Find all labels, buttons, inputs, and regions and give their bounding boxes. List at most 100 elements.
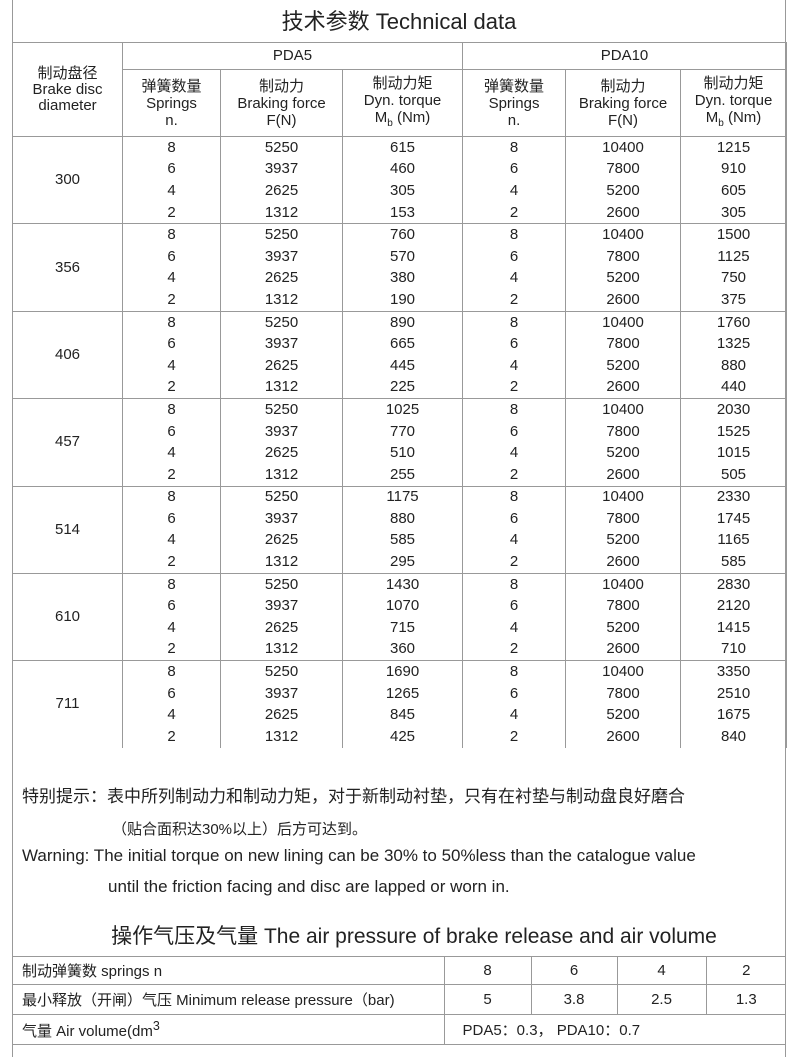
data-cell: 1312 [220, 289, 343, 312]
data-cell: 840 [680, 726, 788, 748]
data-cell: 2600 [565, 551, 682, 574]
data-cell: 1745 [680, 508, 788, 530]
header-diameter: 制动盘径 Brake disc diameter [12, 42, 123, 137]
data-cell: 4 [122, 354, 221, 377]
data-cell: 1265 [341, 682, 464, 705]
data-cell: 4 [462, 442, 567, 464]
data-cell: 585 [341, 529, 464, 552]
note-cn-2: （贴合面积达30%以上）后方可达到。 [112, 821, 368, 838]
diameter-cell: 406 [12, 310, 123, 399]
data-cell: 6 [462, 508, 567, 530]
data-cell: 2 [462, 201, 567, 224]
data-cell: 910 [680, 158, 788, 181]
diameter-cell: 514 [12, 485, 123, 574]
data-cell: 3937 [220, 682, 343, 705]
table-row: 711 8 5250 1690 8 10400 3350 [12, 660, 788, 748]
data-cell: 570 [341, 245, 464, 268]
table-row: 2 1312 425 2 2600 840 [13, 726, 788, 748]
data-cell: 7800 [565, 508, 682, 530]
data-cell: 3937 [220, 333, 343, 355]
data-cell: 5250 [220, 572, 343, 596]
data-cell: 2625 [220, 704, 343, 727]
data-cell: 4 [122, 180, 221, 202]
table-row: 2 1312 255 2 2600 505 [13, 463, 788, 486]
pressure-label: 最小释放（开闸）气压 Minimum release pressure（bar) [12, 984, 444, 1015]
data-cell: 7800 [565, 595, 682, 618]
data-cell: 4 [122, 617, 221, 639]
table-row: 6 3937 460 6 7800 910 [13, 158, 788, 181]
data-cell: 1690 [341, 660, 464, 683]
data-cell: 1312 [220, 551, 343, 574]
technical-data-table: 制动盘径 Brake disc diameter PDA5 PDA10 弹簧数量 Sp… [12, 42, 788, 748]
table-row: 4 2625 585 4 5200 1165 [13, 529, 788, 552]
data-cell: 1500 [680, 223, 788, 246]
data-cell: 5200 [565, 704, 682, 727]
data-cell: 2625 [220, 442, 343, 464]
springs-value: 8 [443, 956, 531, 985]
data-cell: 5250 [220, 223, 343, 246]
data-cell: 1415 [680, 617, 788, 639]
data-cell: 190 [341, 289, 464, 312]
diameter-cell: 457 [12, 398, 123, 486]
data-cell: 2 [462, 551, 567, 574]
data-cell: 4 [122, 267, 221, 290]
data-cell: 6 [122, 245, 221, 268]
data-cell: 2 [122, 201, 221, 224]
data-cell: 8 [462, 485, 567, 509]
data-cell: 153 [341, 201, 464, 224]
data-cell: 2 [122, 726, 221, 748]
data-cell: 6 [462, 333, 567, 355]
data-cell: 2625 [220, 617, 343, 639]
header-pda10: PDA10 [462, 42, 788, 70]
data-cell: 4 [122, 442, 221, 464]
data-cell: 8 [462, 223, 567, 246]
data-cell: 2600 [565, 201, 682, 224]
data-cell: 10400 [565, 135, 682, 159]
header-torque: 制动力矩 Dyn. torque Mb (Nm) [680, 69, 788, 137]
data-cell: 2 [122, 463, 221, 486]
data-cell: 3937 [220, 420, 343, 443]
data-cell: 1312 [220, 638, 343, 661]
data-cell: 8 [122, 485, 221, 509]
data-cell: 7800 [565, 333, 682, 355]
data-cell: 2625 [220, 180, 343, 202]
data-cell: 1312 [220, 201, 343, 224]
data-cell: 1175 [341, 485, 464, 509]
data-cell: 460 [341, 158, 464, 181]
header-force: 制动力 Braking force F(N) [220, 69, 343, 137]
data-cell: 305 [680, 201, 788, 224]
data-cell: 445 [341, 354, 464, 377]
data-cell: 6 [462, 158, 567, 181]
data-cell: 6 [122, 682, 221, 705]
table-row: 300 8 5250 615 8 10400 1215 [12, 135, 788, 224]
table-row: 6 3937 880 6 7800 1745 [13, 508, 788, 530]
data-cell: 1312 [220, 726, 343, 748]
table-row: 2 1312 360 2 2600 710 [13, 638, 788, 661]
data-cell: 2 [462, 376, 567, 399]
data-cell: 1312 [220, 463, 343, 486]
table-row: 406 8 5250 890 8 10400 1760 [12, 310, 788, 399]
data-cell: 2 [462, 463, 567, 486]
note-cn-1: 特别提示：表中所列制动力和制动力矩，对于新制动衬垫，只有在衬垫与制动盘良好磨合 [22, 787, 685, 806]
data-cell: 1325 [680, 333, 788, 355]
data-cell: 770 [341, 420, 464, 443]
data-cell: 5250 [220, 660, 343, 683]
data-cell: 6 [122, 158, 221, 181]
data-cell: 6 [122, 333, 221, 355]
data-cell: 1525 [680, 420, 788, 443]
springs-value: 4 [616, 956, 706, 985]
springs-value: 6 [530, 956, 617, 985]
table-row: 4 2625 305 4 5200 605 [13, 180, 788, 202]
data-cell: 225 [341, 376, 464, 399]
data-cell: 3350 [680, 660, 788, 683]
data-cell: 2625 [220, 267, 343, 290]
table-row: 4 2625 845 4 5200 1675 [13, 704, 788, 727]
data-cell: 1215 [680, 135, 788, 159]
data-cell: 380 [341, 267, 464, 290]
data-cell: 2600 [565, 726, 682, 748]
data-cell: 425 [341, 726, 464, 748]
page-title: 技术参数 Technical data [281, 9, 517, 34]
data-cell: 4 [462, 704, 567, 727]
table-row: 6 3937 665 6 7800 1325 [13, 333, 788, 355]
